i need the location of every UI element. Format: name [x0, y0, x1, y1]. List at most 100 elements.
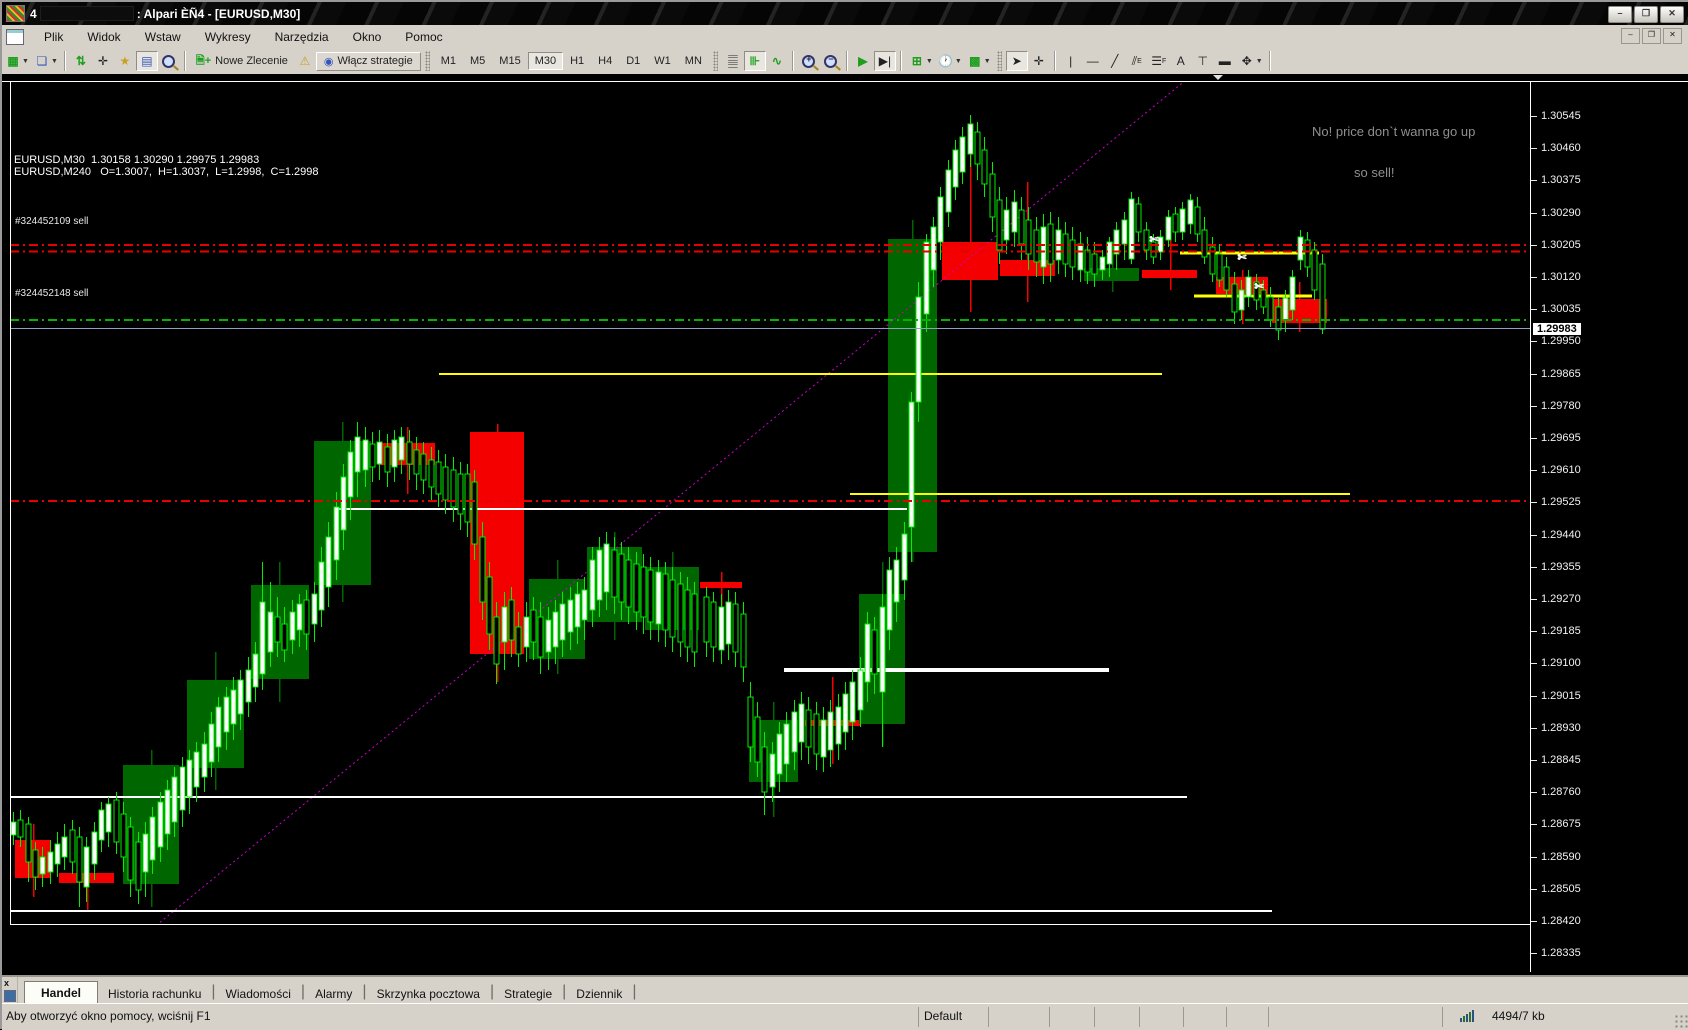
price-axis-label: 1.29610: [1541, 464, 1581, 477]
arrows-dropdown-icon[interactable]: ▼: [1255, 57, 1263, 65]
equidistant-channel-icon[interactable]: ⫽ E: [1131, 53, 1142, 68]
arrows-icon[interactable]: ✥: [1241, 54, 1252, 68]
price-tick: [1531, 373, 1537, 375]
menu-item-plik[interactable]: Plik: [44, 29, 64, 44]
connection-bars-icon: [1460, 1010, 1474, 1022]
close-button[interactable]: ✕: [1660, 6, 1684, 23]
bar-chart-icon[interactable]: 𝄛: [728, 53, 738, 68]
navigator-icon[interactable]: ★: [119, 54, 131, 68]
price-axis-label: 1.29525: [1541, 496, 1581, 509]
status-cell-divider: [1094, 1007, 1095, 1027]
text-label-icon[interactable]: ⊤: [1197, 54, 1208, 68]
add-indicator-dropdown-icon[interactable]: ▼: [925, 57, 933, 65]
market-watch-icon[interactable]: ⇅: [75, 54, 86, 68]
strategies-icon: ◉: [323, 55, 334, 68]
tab-alarmy[interactable]: Alarmy: [315, 987, 353, 1001]
status-profile[interactable]: Default: [924, 1009, 963, 1023]
status-cell-divider: [1049, 1007, 1050, 1027]
auto-scroll-icon[interactable]: ▶: [858, 54, 868, 68]
price-tick: [1531, 953, 1537, 955]
timeframe-button-w1[interactable]: W1: [654, 55, 671, 67]
timeframe-button-m15[interactable]: M15: [499, 55, 521, 67]
trendline-icon[interactable]: ╱: [1111, 54, 1119, 68]
order-close-marker: ✄: [1149, 234, 1159, 246]
tab-wiadomości[interactable]: Wiadomości: [225, 987, 291, 1001]
window-title-prefix: 4: [30, 6, 37, 21]
chart-window-icon: [6, 28, 24, 45]
new-chart-dropdown-icon[interactable]: ▼: [22, 57, 29, 65]
templates-dropdown-icon[interactable]: ▼: [983, 57, 991, 65]
tab-historia-rachunku[interactable]: Historia rachunku: [108, 987, 202, 1001]
resize-grip-icon[interactable]: [1674, 1014, 1688, 1028]
price-axis-label: 1.28845: [1541, 754, 1581, 766]
tab-strategie[interactable]: Strategie: [504, 987, 553, 1001]
price-tick: [1531, 405, 1537, 407]
price-tick: [1531, 534, 1537, 536]
terminal-close-icon[interactable]: x: [4, 978, 10, 988]
timeframe-button-mn[interactable]: MN: [684, 55, 702, 67]
menu-item-okno[interactable]: Okno: [352, 29, 382, 44]
line-chart-icon[interactable]: ∿: [771, 54, 782, 68]
chart-shift-icon[interactable]: ▶|: [873, 51, 896, 71]
new-order-button[interactable]: 🗎+ Nowe Zlecenie: [190, 50, 294, 73]
tab-dziennik[interactable]: Dziennik: [576, 987, 623, 1001]
fibonacci-icon[interactable]: ☰ F: [1151, 54, 1167, 68]
text-icon[interactable]: A: [1176, 54, 1185, 68]
periods-clock-icon[interactable]: 🕐: [938, 54, 954, 68]
periods-dropdown-icon[interactable]: ▼: [954, 57, 962, 65]
status-cell-divider: [1183, 1007, 1184, 1027]
timeframe-button-h4[interactable]: H4: [598, 55, 613, 67]
price-tick: [1531, 760, 1537, 761]
menu-item-wykresy[interactable]: Wykresy: [204, 29, 251, 44]
candlestick-icon[interactable]: ⊪: [743, 51, 766, 71]
price-axis-label: 1.29695: [1541, 432, 1581, 444]
crosshair-icon[interactable]: ✛: [1033, 54, 1044, 68]
cursor-icon[interactable]: ➤: [1005, 51, 1028, 71]
timeframe-button-m5[interactable]: M5: [470, 55, 486, 67]
profiles-icon[interactable]: ❏: [36, 54, 48, 68]
timeframe-button-m1[interactable]: M1: [440, 55, 457, 67]
mdi-minimize-button[interactable]: –: [1621, 28, 1640, 44]
add-indicator-icon[interactable]: ⊞: [911, 54, 922, 68]
chart-area[interactable]: ✄ ✄ ✄ EURUSD,M30 1.30158 1.30290 1.29975 1…: [2, 74, 1688, 1029]
zoom-in-icon[interactable]: +: [798, 51, 820, 71]
app-icon: [6, 5, 25, 22]
price-axis-label: 1.29270: [1541, 593, 1581, 605]
tab-skrzynka-pocztowa[interactable]: Skrzynka pocztowa: [376, 987, 480, 1001]
candlestick-chart[interactable]: ✄ ✄ ✄: [2, 74, 1688, 975]
menu-item-pomoc[interactable]: Pomoc: [405, 29, 443, 44]
order-close-marker: ✄: [1254, 281, 1264, 293]
zoom-out-icon[interactable]: −: [820, 51, 842, 71]
price-axis-label: 1.30205: [1541, 238, 1581, 251]
data-window-icon[interactable]: ✛: [97, 54, 108, 68]
tab-handel[interactable]: Handel: [24, 981, 99, 1005]
menu-item-wstaw[interactable]: Wstaw: [144, 29, 181, 44]
horizontal-line-icon[interactable]: —: [1086, 54, 1099, 68]
strategy-tester-icon[interactable]: [158, 51, 180, 71]
price-axis-label: 1.30375: [1541, 174, 1581, 187]
new-order-icon: 🗎+: [195, 54, 212, 67]
price-tick: [1531, 244, 1537, 246]
minimize-button[interactable]: –: [1608, 6, 1632, 23]
mdi-close-button[interactable]: ✕: [1663, 28, 1682, 44]
vertical-line-icon[interactable]: |: [1069, 54, 1073, 68]
timeframe-button-d1[interactable]: D1: [626, 55, 641, 67]
timeframe-button-m30[interactable]: M30: [527, 52, 564, 70]
price-tick: [1531, 599, 1537, 600]
timeframe-button-h1[interactable]: H1: [570, 55, 585, 67]
menu-item-widok[interactable]: Widok: [87, 29, 121, 44]
ea-alert-icon[interactable]: ⚠: [299, 54, 311, 68]
new-chart-icon[interactable]: ▦: [7, 54, 19, 68]
price-axis-label: 1.29780: [1541, 399, 1581, 412]
restore-button[interactable]: ❐: [1634, 6, 1658, 23]
menu-item-narzędzia[interactable]: Narzędzia: [274, 29, 329, 44]
profiles-dropdown-icon[interactable]: ▼: [50, 57, 58, 65]
terminal-panel-icon[interactable]: ▤: [135, 51, 158, 71]
shapes-icon[interactable]: ▬: [1218, 54, 1231, 68]
templates-icon[interactable]: ▩: [969, 54, 981, 68]
title-bar: 4 : Alpari ÈÑ4 - [EURUSD,M30] – ❐ ✕: [2, 2, 1688, 25]
status-cell-divider: [1139, 1007, 1140, 1027]
strategies-toggle-button[interactable]: ◉ Włącz strategie: [315, 51, 421, 71]
mdi-restore-button[interactable]: ❐: [1642, 28, 1661, 44]
price-tick: [1531, 502, 1537, 504]
